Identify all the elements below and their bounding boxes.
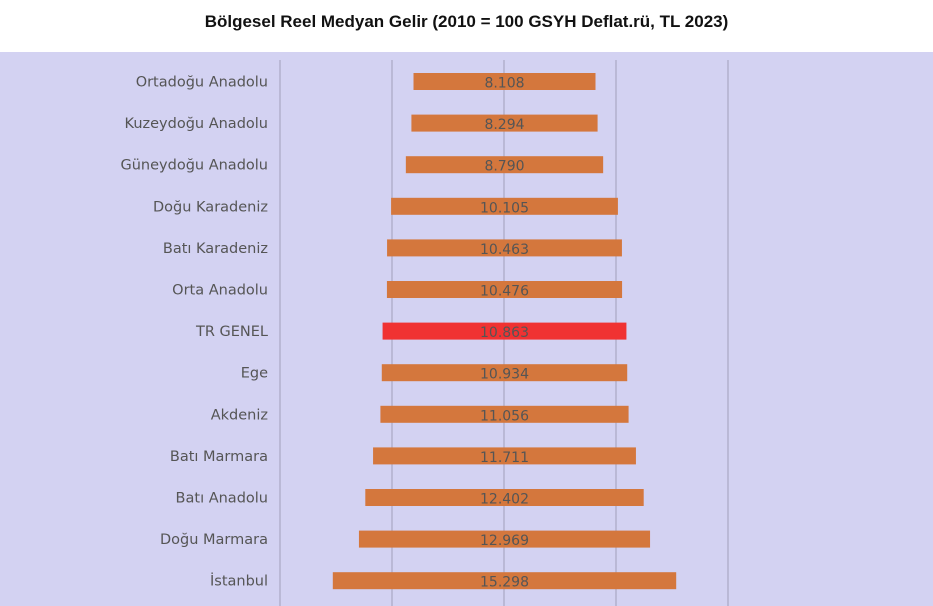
- category-label: İstanbul: [210, 572, 268, 590]
- value-label: 15.298: [480, 575, 529, 591]
- value-label: 10.105: [480, 200, 529, 216]
- category-label: Doğu Karadeniz: [153, 199, 268, 215]
- bar: [373, 447, 636, 465]
- category-label: Kuzeydoğu Anadolu: [125, 116, 268, 132]
- bar: [365, 489, 644, 506]
- bar: [386, 281, 623, 298]
- bar: [358, 530, 651, 548]
- value-label: 10.934: [480, 367, 529, 383]
- value-label: 10.476: [480, 284, 529, 300]
- category-label: Akdeniz: [211, 407, 268, 423]
- bar: [411, 114, 598, 132]
- bar: [405, 156, 604, 174]
- value-label: 12.402: [480, 492, 529, 508]
- category-label: Batı Anadolu: [176, 491, 268, 507]
- chart-area: Ortadoğu Anadolu 8.108 Kuzeydoğu Anadolu 8.…: [0, 52, 933, 606]
- bar: [387, 239, 622, 257]
- value-label: 10.863: [480, 325, 529, 341]
- bar-highlight: [382, 322, 627, 340]
- bar: [380, 405, 629, 423]
- category-label: Doğu Marmara: [160, 532, 268, 548]
- bar-chart: Ortadoğu Anadolu 8.108 Kuzeydoğu Anadolu 8.…: [0, 52, 933, 606]
- category-label: Ege: [241, 366, 268, 382]
- category-label: Batı Karadeniz: [163, 241, 268, 257]
- value-label: 12.969: [480, 533, 529, 549]
- bar: [391, 197, 618, 215]
- value-label: 11.711: [480, 450, 529, 466]
- category-label: Ortadoğu Anadolu: [136, 75, 268, 91]
- chart-title: Bölgesel Reel Medyan Gelir (2010 = 100 G…: [204, 12, 729, 31]
- bar: [413, 73, 596, 90]
- value-label: 8.108: [484, 76, 524, 92]
- category-label: Batı Marmara: [170, 449, 268, 465]
- title-area: Bölgesel Reel Medyan Gelir (2010 = 100 G…: [0, 0, 933, 52]
- value-label: 8.294: [484, 117, 524, 133]
- value-label: 10.463: [480, 242, 529, 258]
- category-label: TR GENEL: [195, 324, 268, 340]
- bar: [332, 572, 677, 590]
- category-label: Orta Anadolu: [172, 283, 268, 299]
- bar: [381, 364, 628, 382]
- value-label: 8.790: [484, 159, 524, 175]
- category-label: Güneydoğu Anadolu: [121, 158, 269, 174]
- value-label: 11.056: [480, 408, 529, 424]
